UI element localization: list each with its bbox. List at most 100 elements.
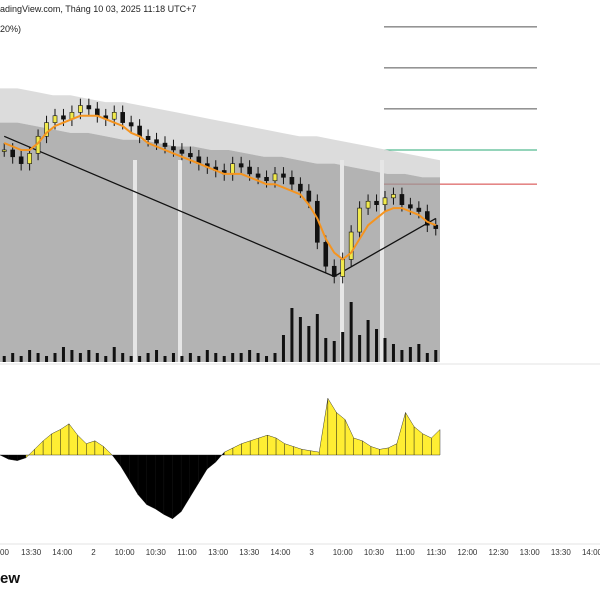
x-tick-label: 14:00 — [52, 548, 73, 557]
x-tick-label: 10:30 — [364, 548, 385, 557]
candle-body — [230, 163, 235, 175]
x-tick-label: 3 — [309, 548, 314, 557]
osc-positive-segment — [267, 434, 277, 456]
volume-bar — [19, 356, 23, 362]
x-tick-label: 10:30 — [146, 548, 167, 557]
osc-positive-segment — [422, 433, 432, 456]
volume-bar — [214, 353, 218, 362]
candle-body — [179, 149, 185, 154]
candle-body — [238, 163, 244, 168]
volume-bar — [332, 341, 336, 362]
volume-bar — [205, 350, 209, 362]
volume-bar — [129, 356, 133, 362]
candle-body — [78, 105, 83, 113]
candle-body — [382, 197, 388, 205]
x-tick-label: 11:30 — [426, 548, 446, 557]
volume-bar — [155, 350, 159, 362]
candle-body — [281, 173, 286, 178]
ma-line-layer — [3, 114, 437, 261]
candle-body — [111, 112, 117, 120]
osc-negative-segment — [129, 454, 139, 496]
volume-bars — [2, 302, 438, 362]
osc-positive-segment — [353, 437, 363, 456]
osc-positive-segment — [25, 448, 35, 459]
volume-bar — [349, 302, 353, 362]
x-tick-label: 14:00 — [582, 548, 600, 557]
osc-negative-segment — [17, 454, 27, 461]
brand-logo-text: ew — [0, 570, 21, 587]
candle-body — [18, 156, 24, 164]
osc-negative-segment — [206, 454, 216, 470]
osc-negative-segment — [120, 454, 130, 482]
volume-bar — [70, 350, 74, 362]
osc-positive-segment — [319, 398, 329, 456]
osc-positive-segment — [232, 443, 242, 456]
session-band-1 — [178, 160, 182, 362]
volume-bar — [197, 356, 201, 362]
cloud-body — [0, 122, 440, 362]
x-axis: 00 13:30 14:00 2 10:00 10:30 11:00 13:00 13:30 14… — [0, 548, 600, 557]
x-tick-label: 12:30 — [489, 548, 510, 557]
osc-positive-segment — [301, 449, 311, 456]
osc-positive-segment — [344, 419, 354, 456]
volume-bar — [11, 353, 15, 362]
osc-positive-segment — [42, 433, 52, 456]
osc-positive-segment — [293, 446, 303, 456]
osc-positive-segment — [94, 440, 104, 456]
volume-bar — [256, 353, 260, 362]
x-tick-label: 11:00 — [177, 548, 197, 557]
candle-body — [340, 259, 345, 277]
volume-bar — [163, 356, 167, 362]
osc-positive-segment — [327, 397, 337, 456]
indicator-params: 20%) — [0, 24, 22, 34]
osc-negative-segment — [172, 454, 182, 520]
candle-body — [95, 108, 100, 117]
osc-positive-segment — [405, 411, 415, 456]
ma-line — [3, 114, 437, 261]
osc-positive-segment — [388, 443, 398, 456]
osc-positive-segment — [362, 440, 372, 456]
volume-bar — [146, 353, 150, 362]
candle-body — [357, 207, 362, 233]
volume-bar — [341, 332, 345, 362]
candle-body — [10, 149, 15, 158]
osc-negative-segment — [8, 454, 18, 461]
volume-bar — [239, 353, 243, 362]
volume-bar — [2, 356, 6, 362]
volume-bar — [138, 356, 142, 362]
x-tick-label: 10:00 — [333, 548, 354, 557]
session-band-0 — [133, 160, 137, 362]
candle-body — [1, 149, 7, 152]
x-tick-label: 13:30 — [551, 548, 572, 557]
osc-negative-segment — [146, 454, 156, 510]
osc-positive-segment — [310, 450, 320, 456]
volume-bar — [87, 350, 91, 362]
volume-bar — [222, 356, 226, 362]
volume-bar — [248, 350, 252, 362]
x-tick-label: 11:00 — [395, 548, 415, 557]
cloud-layer — [0, 88, 440, 362]
candle-body — [52, 115, 58, 123]
osc-positive-segment — [379, 447, 389, 456]
volume-bar — [417, 344, 421, 362]
osc-negative-segment — [163, 454, 173, 520]
osc-negative-segment — [189, 454, 199, 499]
volume-bar — [391, 344, 395, 362]
volume-bar — [307, 326, 311, 362]
candle-body — [128, 122, 134, 127]
candle-body — [61, 115, 66, 120]
volume-bar — [180, 356, 184, 362]
chart-watermark: adingView.com, Tháng 10 03, 2025 11:18 U… — [0, 4, 197, 14]
osc-positive-segment — [77, 434, 87, 456]
candle-body — [272, 173, 278, 182]
volume-bar — [358, 335, 362, 362]
osc-positive-segment — [224, 447, 234, 456]
oscillator — [0, 397, 441, 520]
osc-positive-segment — [86, 440, 96, 456]
osc-positive-segment — [68, 423, 78, 456]
volume-bar — [53, 353, 57, 362]
volume-bar — [434, 350, 438, 362]
x-tick-label: 12:00 — [457, 548, 478, 557]
volume-bar — [315, 314, 319, 362]
